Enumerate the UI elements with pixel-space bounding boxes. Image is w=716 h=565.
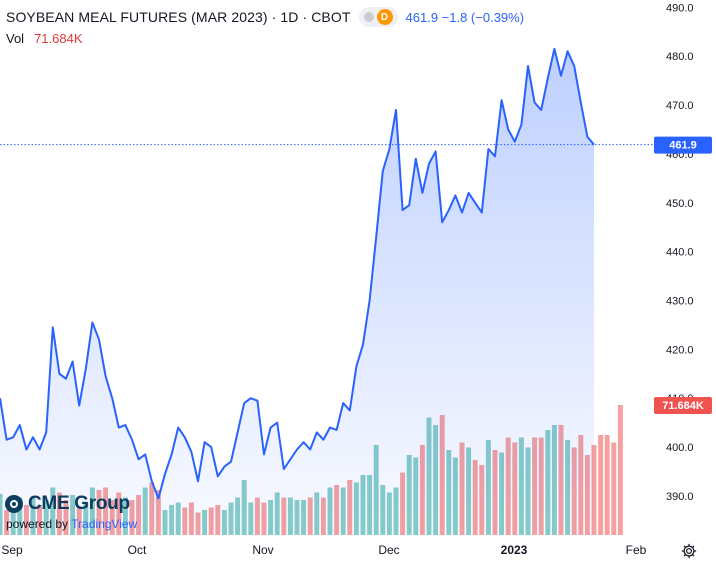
tradingview-label: TradingView — [71, 517, 138, 531]
x-tick-label: Oct — [128, 543, 147, 557]
price-change-info: 461.9 −1.8 (−0.39%) — [405, 9, 525, 25]
price-line — [0, 47, 595, 500]
x-tick-label: Dec — [378, 543, 399, 557]
last-volume-tag: 71.684K — [654, 397, 712, 414]
x-tick-label: Feb — [626, 543, 647, 557]
y-tick-label: 400.0 — [666, 442, 694, 454]
x-axis[interactable]: Sep Oct Nov Dec 2023 Feb — [1, 543, 646, 557]
volume-bar — [604, 435, 610, 535]
cme-group-name: CME Group — [28, 493, 130, 514]
market-status-pill[interactable]: D — [358, 7, 398, 27]
y-tick-label: 450.0 — [666, 198, 694, 210]
y-tick-label: 480.0 — [666, 51, 694, 63]
y-axis[interactable]: 390.0400.0410.0420.0430.0440.0450.0460.0… — [666, 2, 694, 503]
x-tick-label: Sep — [1, 543, 23, 557]
powered-by-line: powered by TradingView — [6, 517, 137, 531]
y-tick-label: 420.0 — [666, 344, 694, 356]
x-tick-label: 2023 — [501, 543, 528, 557]
powered-by-label: powered by — [6, 517, 69, 531]
volume-legend-label: Vol — [6, 31, 25, 46]
gear-icon[interactable] — [680, 542, 698, 560]
y-tick-label: 390.0 — [666, 491, 694, 503]
cme-globe-icon — [5, 495, 23, 513]
market-status-badge: D — [376, 9, 393, 25]
volume-bar — [611, 442, 617, 535]
y-tick-label: 440.0 — [666, 247, 694, 259]
volume-bar — [598, 435, 604, 535]
volume-legend[interactable]: Vol 71.684K — [6, 31, 83, 46]
y-tick-label: 430.0 — [666, 295, 694, 307]
last-price-tag: 461.9 — [654, 136, 712, 154]
status-dot-icon — [363, 12, 374, 22]
volume-legend-value: 71.684K — [34, 31, 83, 46]
price-scale-tags: 461.9 71.684K — [654, 136, 712, 414]
svg-text:461.9: 461.9 — [669, 140, 697, 152]
y-tick-label: 490.0 — [666, 2, 694, 14]
x-tick-label: Nov — [252, 543, 273, 557]
y-tick-label: 470.0 — [666, 100, 694, 112]
chart-header: SOYBEAN MEAL FUTURES (MAR 2023) · 1D · C… — [6, 7, 524, 27]
symbol-title[interactable]: SOYBEAN MEAL FUTURES (MAR 2023) · 1D · C… — [6, 9, 351, 25]
cme-group-logo[interactable]: CME Group powered by TradingView — [4, 493, 137, 531]
price-area-fill — [0, 48, 594, 536]
volume-bar — [617, 405, 623, 535]
svg-text:71.684K: 71.684K — [662, 400, 704, 412]
